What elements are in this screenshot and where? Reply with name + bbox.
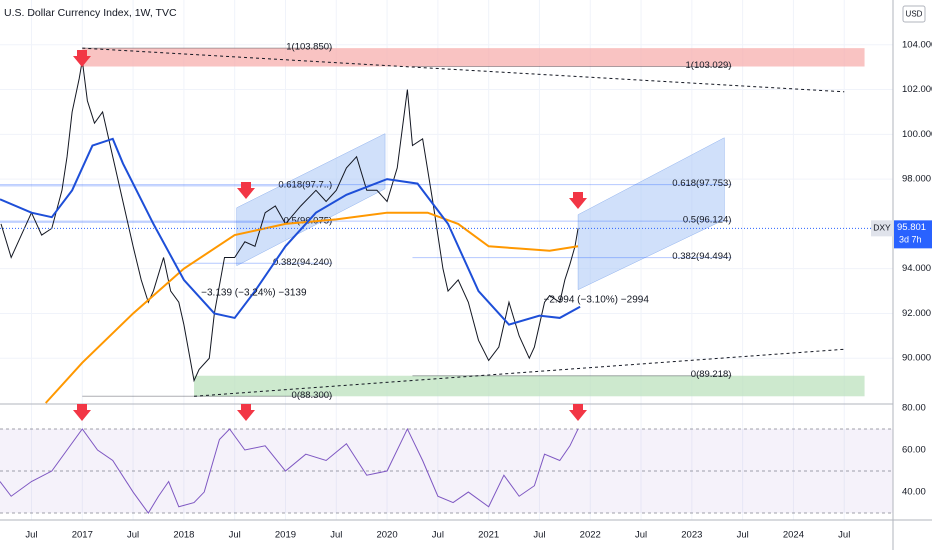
symbol-label: DXY	[873, 223, 891, 233]
arrow-marker	[237, 404, 255, 421]
x-tick-label: Jul	[25, 530, 37, 541]
x-tick-label: 2021	[478, 530, 499, 541]
x-tick-label: 2019	[275, 530, 296, 541]
indicator-line	[0, 137, 581, 326]
last-price-tag	[894, 220, 932, 249]
indicator-line	[44, 211, 579, 404]
rsi-tick-label: 60.00	[902, 445, 926, 456]
x-tick-label: 2022	[580, 530, 601, 541]
channel	[577, 137, 725, 291]
last-price-label: 95.801	[897, 222, 926, 233]
trend-line	[194, 348, 845, 397]
fib-label: 1(103.850)	[286, 42, 332, 53]
arrow-markers	[73, 50, 587, 421]
y-tick-label: 92.000	[902, 308, 931, 319]
y-tick-label: 94.000	[902, 263, 931, 274]
rsi-pane	[0, 427, 893, 514]
trend-line	[82, 47, 845, 93]
arrow-marker	[73, 50, 91, 67]
rsi-tick-label: 40.00	[902, 487, 926, 498]
fib-label: 0(89.218)	[691, 369, 732, 380]
x-tick-label: 2018	[173, 530, 194, 541]
countdown-label: 3d 7h	[899, 235, 922, 245]
fib-label: 0.382(94.240)	[273, 257, 332, 268]
x-tick-label: Jul	[229, 530, 241, 541]
x-tick-label: 2023	[681, 530, 702, 541]
x-tick-label: Jul	[635, 530, 647, 541]
symbol-tag	[871, 220, 893, 237]
arrow-marker	[73, 404, 91, 421]
price-line	[0, 60, 579, 383]
rsi-line	[0, 427, 579, 514]
x-tick-label: 2024	[783, 530, 804, 541]
price-pane: 1(103.850)0.618(97.7..)0.5(96.075)0.382(…	[0, 0, 893, 520]
chart-title: U.S. Dollar Currency Index, 1W, TVC	[4, 7, 177, 19]
currency-label[interactable]: USD	[906, 10, 923, 19]
x-tick-label: Jul	[432, 530, 444, 541]
x-tick-label: Jul	[737, 530, 749, 541]
fib-label: 1(103.029)	[686, 60, 732, 71]
fib-label: 0.618(97.7..)	[278, 179, 332, 190]
y-tick-label: 90.000	[902, 353, 931, 364]
x-tick-label: Jul	[838, 530, 850, 541]
y-tick-label: 98.000	[902, 174, 931, 185]
fib-label: 0.382(94.494)	[672, 251, 731, 262]
zone	[82, 48, 865, 67]
currency-box[interactable]	[902, 5, 926, 23]
fib-label: 0(88.300)	[292, 390, 333, 401]
rsi-tick-label: 80.00	[902, 402, 926, 413]
x-tick-label: Jul	[127, 530, 139, 541]
x-tick-label: Jul	[330, 530, 342, 541]
y-tick-label: 100.000	[902, 129, 932, 140]
arrow-marker	[237, 182, 255, 199]
arrow-marker	[569, 192, 587, 209]
x-tick-label: 2020	[376, 530, 397, 541]
y-tick-label: 104.000	[902, 39, 932, 50]
x-tick-label: 2017	[72, 530, 93, 541]
y-tick-label: 102.000	[902, 84, 932, 95]
annotation: −2.994 (−3.10%) −2994	[544, 295, 650, 306]
fib-label: 0.618(97.753)	[672, 178, 731, 189]
zone	[194, 375, 865, 397]
annotation: −3.139 (−3.24%) −3139	[201, 287, 307, 298]
x-tick-label: Jul	[533, 530, 545, 541]
fib-label: 0.5(96.124)	[683, 215, 732, 226]
arrow-marker	[569, 404, 587, 421]
